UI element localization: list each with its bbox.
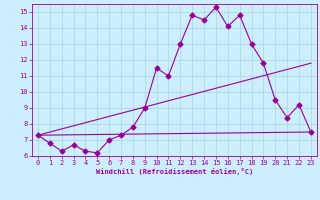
X-axis label: Windchill (Refroidissement éolien,°C): Windchill (Refroidissement éolien,°C) [96,168,253,175]
